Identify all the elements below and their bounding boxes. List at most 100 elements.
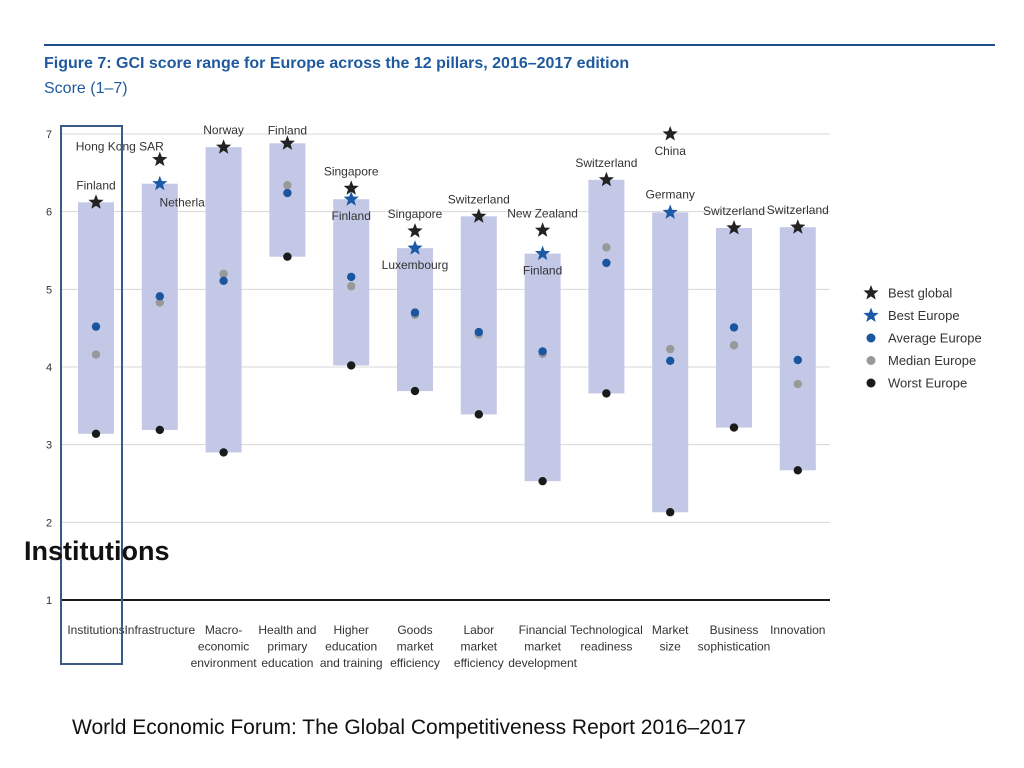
average-europe-point (666, 356, 675, 365)
best-global-star (535, 222, 551, 237)
institutions-highlight-box (60, 125, 123, 665)
y-tick-label: 3 (46, 440, 52, 452)
best-europe-star (662, 204, 678, 219)
figure-subtitle: Score (1–7) (44, 80, 128, 97)
range-band (779, 227, 816, 471)
best-global-country-label: Hong Kong SAR (76, 140, 164, 154)
best-europe-country-label: Germany (646, 187, 695, 201)
worst-europe-point (602, 389, 611, 398)
range-band (524, 253, 561, 482)
best-global-star (407, 223, 423, 238)
average-europe-point (729, 323, 739, 332)
average-europe-point (410, 308, 420, 317)
best-global-country-label: Finland (268, 123, 307, 137)
range-band (141, 183, 178, 430)
median-europe-point (283, 181, 292, 190)
pillar-label: efficiency (390, 656, 440, 670)
pillar-label: education (261, 656, 313, 670)
legend-label: Best Europe (888, 308, 960, 323)
worst-europe-point (729, 423, 739, 432)
top-rule (44, 44, 995, 46)
best-global-country-label: Singapore (324, 164, 379, 178)
legend-average-europe-icon (866, 333, 876, 343)
pillar-label: Financial (519, 623, 567, 637)
average-europe-point (219, 276, 228, 285)
legend-label: Median Europe (888, 353, 976, 368)
best-global-country-label: Switzerland (448, 192, 510, 206)
best-europe-country-label: Finland (523, 264, 562, 278)
best-global-star (598, 171, 614, 187)
median-europe-point (347, 282, 356, 291)
y-tick-label: 2 (46, 517, 52, 529)
pillar-label: primary (267, 640, 307, 654)
pillar-label: development (508, 656, 577, 670)
pillar-label: Business (710, 623, 759, 637)
average-europe-point (347, 272, 356, 282)
legend-label: Worst Europe (888, 376, 967, 391)
pillar-label: readiness (580, 640, 632, 654)
average-europe-point (283, 188, 292, 198)
pillar-label: education (325, 640, 377, 654)
pillar-label: environment (191, 656, 258, 670)
worst-europe-point (219, 448, 228, 457)
range-band (397, 248, 433, 392)
average-europe-point (474, 327, 483, 337)
average-europe-point (793, 355, 802, 365)
median-europe-point (602, 243, 611, 252)
best-global-star (343, 180, 359, 195)
y-tick-label: 7 (46, 129, 52, 141)
worst-europe-point (793, 466, 802, 475)
best-europe-star (152, 175, 168, 191)
best-global-country-label: Switzerland (767, 203, 829, 217)
median-europe-point (666, 344, 675, 354)
legend-label: Average Europe (888, 331, 982, 346)
worst-europe-point (538, 476, 547, 486)
pillar-label: market (397, 640, 434, 654)
median-europe-point (219, 269, 228, 278)
pillar-label: Innovation (770, 623, 825, 637)
pillar-label: economic (198, 640, 249, 654)
pillar-label: Health and (258, 623, 316, 637)
worst-europe-point (283, 252, 292, 261)
best-global-country-label: Switzerland (703, 204, 765, 218)
best-global-country-label: Finland (76, 178, 115, 192)
best-global-country-label: Singapore (388, 207, 443, 221)
worst-europe-point (666, 508, 675, 517)
y-tick-label: 6 (46, 207, 52, 219)
average-europe-point (538, 347, 547, 356)
pillar-label: Technological (570, 623, 643, 637)
y-tick-label: 5 (46, 284, 52, 296)
range-band (460, 216, 497, 415)
best-global-country-label: Switzerland (575, 156, 637, 170)
average-europe-point (602, 258, 611, 268)
pillar-label: size (660, 640, 682, 654)
best-europe-star (343, 191, 359, 206)
best-europe-star (407, 240, 423, 255)
best-global-star (216, 139, 232, 154)
best-global-star (88, 194, 104, 209)
median-europe-point (91, 350, 101, 359)
best-global-star (726, 220, 742, 235)
worst-europe-point (155, 425, 164, 435)
worst-europe-point (474, 410, 483, 419)
y-tick-label: 1 (46, 595, 52, 607)
pillar-label: Macro- (205, 623, 242, 637)
legend-median-europe-icon (866, 356, 876, 365)
best-global-country-label: Norway (203, 123, 244, 137)
range-band (78, 202, 114, 434)
best-europe-country-label: Luxembourg (382, 258, 449, 272)
institutions-callout: Institutions (24, 536, 170, 566)
pillar-label: Infrastructure (124, 623, 195, 637)
range-band (205, 147, 242, 453)
pillar-label: efficiency (454, 656, 504, 670)
pillar-label: and training (320, 656, 383, 670)
pillar-label: Higher (334, 623, 369, 637)
average-europe-point (155, 292, 164, 301)
pillar-label: sophistication (698, 640, 771, 654)
best-global-star (152, 151, 168, 167)
best-europe-star (535, 245, 551, 261)
pillar-label: market (524, 640, 561, 654)
pillar-label: market (460, 640, 497, 654)
best-global-country-label: New Zealand (507, 206, 578, 220)
